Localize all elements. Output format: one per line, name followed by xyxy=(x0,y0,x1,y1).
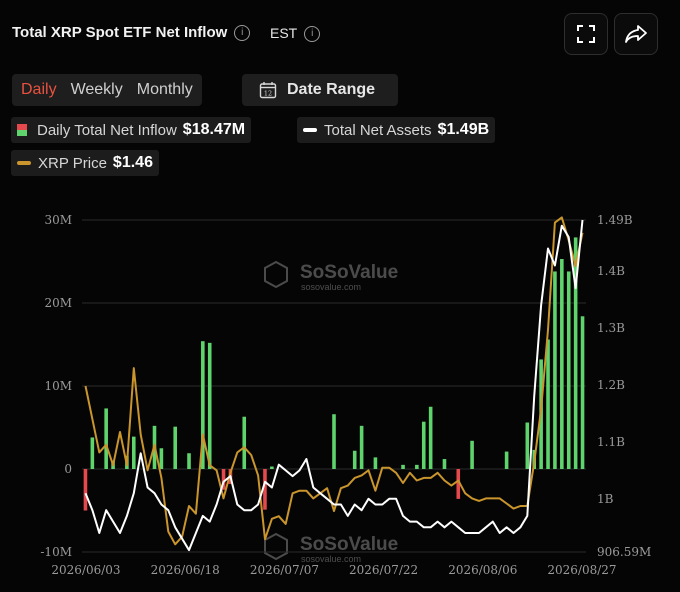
info-icon[interactable]: i xyxy=(234,25,251,42)
inflow-bar xyxy=(373,457,378,469)
y-left-tick-label: 30M xyxy=(44,213,72,227)
inflow-bar xyxy=(566,271,571,469)
share-icon xyxy=(625,25,647,43)
watermark-url-2: sosovalue.com xyxy=(301,554,361,564)
price-swatch-icon xyxy=(17,161,31,165)
fullscreen-button[interactable] xyxy=(564,13,608,55)
inflow-bar xyxy=(442,459,447,469)
legend-assets-value: $1.49B xyxy=(437,121,490,138)
watermark-name-2: SoSoValue xyxy=(300,534,398,555)
inflow-bar xyxy=(159,448,164,469)
watermark-name: SoSoValue xyxy=(300,262,398,283)
x-tick-label: 2026/07/22 xyxy=(349,563,418,577)
inflow-bar xyxy=(525,422,530,469)
inflow-bar xyxy=(359,425,364,469)
calendar-icon: 12 xyxy=(259,82,277,99)
timezone-label: EST i xyxy=(270,25,321,43)
watermark-url: sosovalue.com xyxy=(301,282,361,292)
inflow-swatch-icon xyxy=(17,124,27,136)
timezone-text: EST xyxy=(270,25,298,41)
inflow-bar xyxy=(470,440,474,469)
chart-title: Total XRP Spot ETF Net Inflow i xyxy=(12,24,251,42)
y-right-tick-label: 1.2B xyxy=(597,378,625,392)
x-tick-label: 2026/07/07 xyxy=(250,563,319,577)
inflow-bar xyxy=(352,450,357,469)
x-tick-label: 2026/06/18 xyxy=(151,563,220,577)
watermark-top: SoSoValue sosovalue.com xyxy=(264,260,398,292)
inflow-bar xyxy=(456,469,461,499)
date-range-button[interactable]: 12 Date Range xyxy=(242,74,398,106)
inflow-bar xyxy=(415,464,419,469)
inflow-bar xyxy=(242,416,247,469)
inflow-bar xyxy=(104,408,108,469)
inflow-bar xyxy=(221,469,226,490)
x-tick-label: 2026/08/06 xyxy=(448,563,517,577)
inflow-bar xyxy=(201,341,205,469)
net-assets-line xyxy=(84,219,584,552)
legend-assets[interactable]: Total Net Assets $1.49B xyxy=(297,117,496,143)
y-right-tick-label: 906.59M xyxy=(597,545,651,559)
chart-area[interactable]: SoSoValue sosovalue.com SoSoValue sosova… xyxy=(0,190,680,592)
legend-price[interactable]: XRP Price $1.46 xyxy=(11,150,159,176)
timezone-info-icon[interactable]: i xyxy=(304,26,321,43)
inflow-bar xyxy=(332,414,336,469)
inflow-bar xyxy=(270,466,274,469)
inflow-bar xyxy=(428,406,433,469)
inflow-bar xyxy=(421,421,426,469)
period-tabs: Daily Weekly Monthly xyxy=(12,74,202,106)
legend-inflow-value: $18.47M xyxy=(182,121,246,138)
assets-swatch-icon xyxy=(303,128,317,132)
chart-title-text: Total XRP Spot ETF Net Inflow xyxy=(12,24,228,41)
y-right-tick-label: 1.4B xyxy=(597,264,625,278)
inflow-bar xyxy=(401,464,405,469)
date-range-label: Date Range xyxy=(287,81,376,98)
inflow-bar xyxy=(573,237,578,469)
price-line xyxy=(84,216,584,546)
legend-inflow-label: Daily Total Net Inflow xyxy=(37,121,177,139)
y-left-tick-label: 20M xyxy=(44,296,72,310)
inflow-bar xyxy=(504,451,509,469)
series-lines xyxy=(84,216,584,552)
watermark-logo-icon-2 xyxy=(264,532,288,561)
inflow-bar xyxy=(553,271,557,469)
watermark-logo-icon xyxy=(264,260,288,289)
inflow-bar xyxy=(580,316,585,469)
legend-price-value: $1.46 xyxy=(112,154,153,171)
inflow-bar xyxy=(560,259,564,469)
share-button[interactable] xyxy=(614,13,658,55)
y-right-tick-label: 1B xyxy=(597,492,614,506)
y-right-tick-label: 1.1B xyxy=(597,435,625,449)
tab-monthly[interactable]: Monthly xyxy=(136,81,193,98)
y-right-tick-label: 1.3B xyxy=(597,321,625,335)
legend-inflow[interactable]: Daily Total Net Inflow $18.47M xyxy=(11,117,252,143)
x-tick-label: 2026/06/03 xyxy=(51,563,120,577)
calendar-icon-text: 12 xyxy=(264,90,272,98)
legend-assets-label: Total Net Assets xyxy=(324,121,432,139)
legend-price-label: XRP Price xyxy=(38,154,107,172)
y-left-tick-label: -10M xyxy=(40,545,72,559)
inflow-bar xyxy=(131,436,136,469)
inflow-bar xyxy=(173,426,178,469)
y-left-tick-label: 10M xyxy=(44,379,72,393)
inflow-bar xyxy=(187,453,191,469)
inflow-bar xyxy=(207,342,212,469)
y-right-tick-label: 1.49B xyxy=(597,213,633,227)
inflow-bar xyxy=(83,469,88,511)
fullscreen-icon xyxy=(577,25,595,43)
x-tick-label: 2026/08/27 xyxy=(547,563,616,577)
watermark-bottom: SoSoValue sosovalue.com xyxy=(264,532,398,564)
y-left-tick-label: 0 xyxy=(64,462,72,476)
axis-labels: 30M 20M 10M 0 -10M 1.49B 1.4B 1.3B 1.2B 1.1B 1B 906… xyxy=(40,213,651,577)
inflow-bar xyxy=(263,469,267,510)
inflow-bar xyxy=(90,437,95,469)
inflow-bar xyxy=(546,339,550,469)
tab-weekly[interactable]: Weekly xyxy=(70,81,123,98)
tab-daily[interactable]: Daily xyxy=(21,81,57,98)
